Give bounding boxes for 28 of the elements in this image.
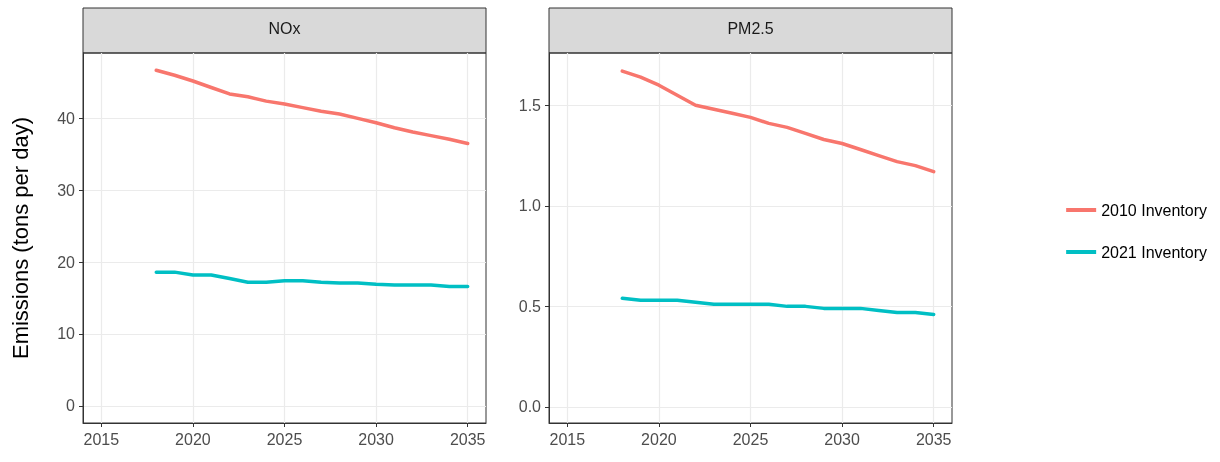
x-tick-label: 2035	[449, 430, 486, 448]
y-tick-label: 20	[57, 253, 76, 271]
y-tick-label: 0.0	[518, 398, 542, 416]
y-tick-label: 10	[57, 325, 76, 343]
x-tick-label: 2015	[83, 430, 120, 448]
legend-label: 2010 Inventory	[1101, 201, 1208, 219]
chart-title: NOx	[268, 19, 301, 37]
x-tick-label: 2015	[549, 430, 586, 448]
y-tick-label: 0.5	[518, 297, 542, 315]
y-tick-label: 1.0	[518, 197, 542, 215]
legend-label: 2021 Inventory	[1101, 243, 1208, 261]
y-axis-title: Emissions (tons per day)	[7, 116, 33, 360]
line-series	[154, 68, 470, 146]
y-tick-label: 30	[57, 181, 76, 199]
x-tick-label: 2020	[175, 430, 211, 448]
y-tick-label: 40	[57, 109, 76, 127]
x-tick-label: 2030	[358, 430, 394, 448]
x-tick-label: 2025	[266, 430, 303, 448]
chart-title: PM2.5	[727, 19, 774, 37]
y-tick-label: 1.5	[518, 96, 542, 114]
x-tick-label: 2020	[641, 430, 677, 448]
x-tick-label: 2030	[824, 430, 860, 448]
line-series	[620, 296, 936, 317]
line-series	[620, 69, 936, 174]
x-tick-label: 2035	[915, 430, 952, 448]
x-tick-label: 2025	[732, 430, 769, 448]
line-series	[154, 270, 470, 289]
y-tick-label: 0	[66, 397, 76, 415]
